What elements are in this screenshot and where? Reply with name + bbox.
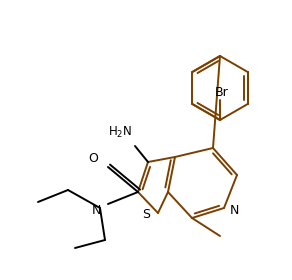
- Text: Br: Br: [215, 85, 229, 99]
- Text: O: O: [88, 151, 98, 165]
- Text: S: S: [142, 209, 150, 221]
- Text: N: N: [229, 204, 239, 216]
- Text: H$_2$N: H$_2$N: [108, 124, 132, 139]
- Text: N: N: [91, 204, 101, 216]
